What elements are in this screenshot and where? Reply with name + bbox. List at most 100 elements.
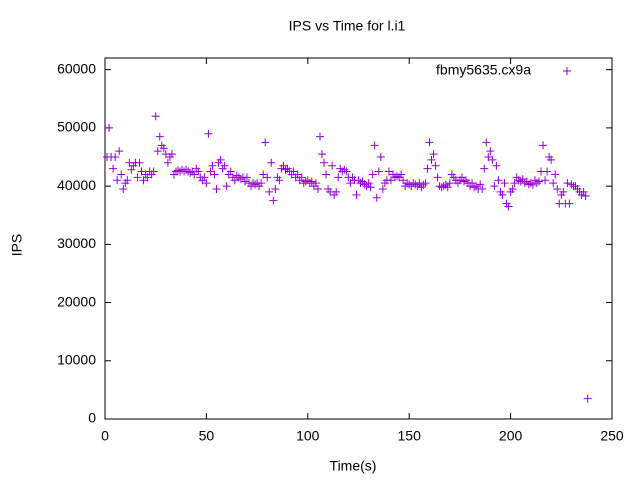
- point: [539, 141, 548, 150]
- point: [127, 165, 136, 174]
- plot-border: [104, 57, 613, 420]
- point: [384, 167, 393, 176]
- y-tick-label: 60000: [57, 60, 96, 76]
- point: [109, 164, 118, 173]
- point: [133, 173, 142, 182]
- point: [263, 173, 272, 182]
- point: [476, 180, 485, 189]
- y-tick-label: 40000: [57, 177, 96, 193]
- point: [182, 165, 191, 174]
- point: [320, 158, 329, 167]
- point: [364, 179, 373, 188]
- point: [297, 173, 306, 182]
- point: [376, 152, 385, 161]
- point: [315, 132, 324, 141]
- point: [565, 199, 574, 208]
- point: [360, 180, 369, 189]
- point: [518, 175, 527, 184]
- point: [328, 161, 337, 170]
- point: [275, 176, 284, 185]
- point: [232, 171, 241, 180]
- point: [167, 150, 176, 159]
- point: [281, 165, 290, 174]
- point: [311, 179, 320, 188]
- point: [342, 167, 351, 176]
- point: [427, 155, 436, 164]
- point: [332, 187, 341, 196]
- point: [433, 173, 442, 182]
- point: [200, 173, 209, 182]
- point: [356, 179, 365, 188]
- point: [322, 170, 331, 179]
- point: [208, 161, 217, 170]
- point: [105, 123, 114, 132]
- point: [366, 183, 375, 192]
- point: [490, 182, 499, 191]
- point: [470, 183, 479, 192]
- point: [159, 144, 168, 153]
- point: [149, 167, 158, 176]
- point: [151, 112, 160, 121]
- point: [370, 141, 379, 150]
- point: [267, 158, 276, 167]
- x-axis-label: Time(s): [330, 458, 377, 474]
- point: [567, 180, 576, 189]
- x-tick-label: 150: [398, 428, 422, 444]
- point: [411, 180, 420, 189]
- point: [139, 176, 148, 185]
- point: [508, 185, 517, 194]
- point: [111, 152, 120, 161]
- point: [334, 173, 343, 182]
- point: [498, 190, 507, 199]
- point: [443, 183, 452, 192]
- point: [293, 170, 302, 179]
- point: [510, 179, 519, 188]
- point: [163, 158, 172, 167]
- point: [212, 185, 221, 194]
- point: [220, 161, 229, 170]
- point: [261, 138, 270, 147]
- point: [307, 177, 316, 186]
- point: [202, 179, 211, 188]
- point: [251, 180, 260, 189]
- point: [583, 394, 592, 403]
- point: [374, 167, 383, 176]
- y-tick-label: 50000: [57, 119, 96, 135]
- point: [194, 167, 203, 176]
- point: [399, 176, 408, 185]
- point: [240, 177, 249, 186]
- point: [553, 185, 562, 194]
- point: [340, 165, 349, 174]
- point: [543, 167, 552, 176]
- point: [425, 138, 434, 147]
- point: [563, 179, 572, 188]
- point: [445, 179, 454, 188]
- point: [230, 176, 239, 185]
- point: [486, 147, 495, 156]
- point: [429, 150, 438, 159]
- point: [431, 161, 440, 170]
- point: [279, 161, 288, 170]
- point: [541, 176, 550, 185]
- point: [236, 175, 245, 184]
- point: [346, 179, 355, 188]
- point: [423, 164, 432, 173]
- x-tick-label: 50: [199, 428, 215, 444]
- point: [547, 155, 556, 164]
- point: [216, 155, 225, 164]
- point: [117, 170, 126, 179]
- point: [494, 176, 503, 185]
- point: [155, 132, 164, 141]
- point: [480, 164, 489, 173]
- point: [123, 176, 132, 185]
- y-tick-label: 10000: [57, 351, 96, 367]
- point: [524, 180, 533, 189]
- point: [372, 193, 381, 202]
- y-tick-label: 20000: [57, 293, 96, 309]
- point: [492, 161, 501, 170]
- y-tick-label: 0: [88, 410, 96, 426]
- point: [242, 173, 251, 182]
- point: [478, 185, 487, 194]
- legend-marker: [563, 67, 571, 75]
